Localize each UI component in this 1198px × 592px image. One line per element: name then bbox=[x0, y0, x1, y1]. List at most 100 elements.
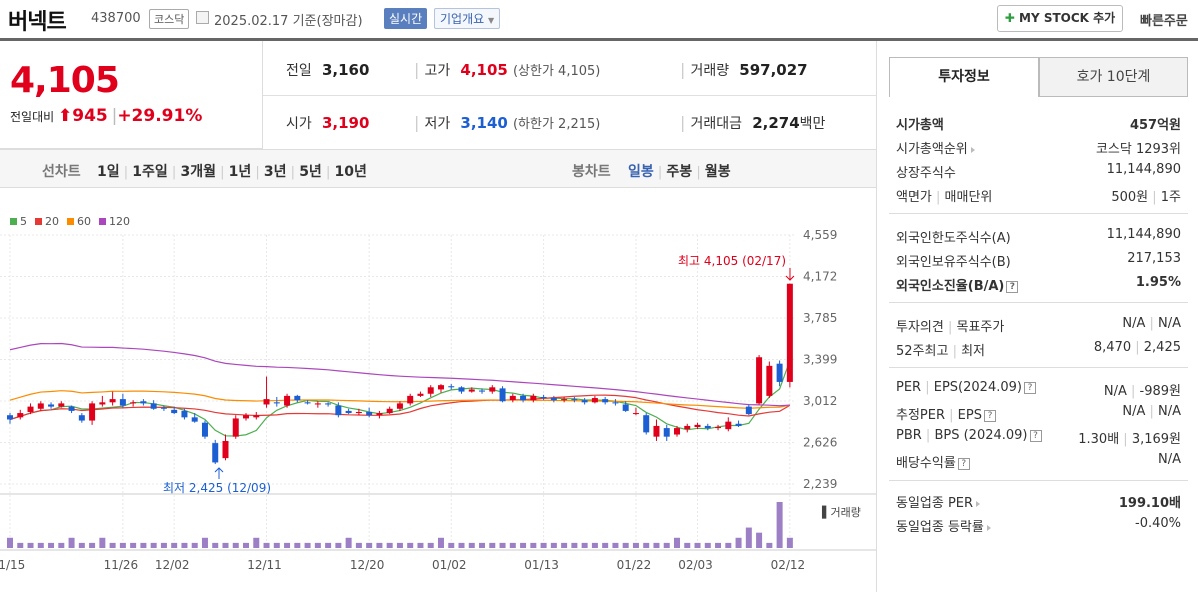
period-tab[interactable]: 1년 bbox=[228, 164, 252, 180]
volume-label: ▌거래량 bbox=[821, 505, 861, 519]
volume-bar bbox=[325, 542, 332, 548]
arrow-icon bbox=[986, 524, 991, 531]
volume-bar bbox=[571, 542, 578, 548]
volume-bar bbox=[448, 542, 455, 548]
period-tab[interactable]: 5년 bbox=[299, 164, 322, 180]
candle-body bbox=[458, 387, 465, 392]
candle-body bbox=[7, 415, 13, 420]
volume-bar bbox=[581, 542, 588, 548]
candle-body bbox=[37, 403, 44, 409]
candle-body bbox=[243, 415, 250, 419]
row-dividend: 배당수익률? N/A bbox=[896, 452, 1181, 471]
row-cap-rank[interactable]: 시가총액순위 코스닥 1293위 bbox=[896, 142, 1181, 157]
volume-bar bbox=[314, 542, 321, 548]
x-tick-label: 02/12 bbox=[771, 558, 806, 572]
base-date: 2025.02.17 기준(장마감) bbox=[214, 14, 363, 29]
period-tab[interactable]: 3개월 bbox=[180, 164, 216, 180]
volume-bar bbox=[489, 542, 496, 548]
row-sector-change[interactable]: 동일업종 등락률 -0.40% bbox=[896, 516, 1181, 535]
volume-bar bbox=[756, 532, 763, 548]
candle-body bbox=[160, 407, 167, 409]
candle-body bbox=[232, 418, 239, 437]
candle-tab[interactable]: 월봉 bbox=[704, 164, 731, 180]
arrow-icon bbox=[970, 146, 975, 153]
candle-body bbox=[263, 399, 270, 405]
calendar-icon bbox=[196, 11, 209, 24]
candle-body bbox=[684, 425, 691, 430]
candle-body bbox=[704, 425, 711, 429]
help-icon[interactable]: ? bbox=[1023, 381, 1036, 394]
candle-body bbox=[325, 403, 332, 405]
add-mystock-button[interactable]: ✚ MY STOCK 추가 bbox=[997, 5, 1123, 32]
candle-body bbox=[715, 427, 722, 429]
help-icon[interactable]: ? bbox=[1029, 429, 1042, 442]
quick-order-link[interactable]: 빠른주문 bbox=[1140, 14, 1188, 29]
volume-bar bbox=[540, 542, 547, 548]
volume-bar bbox=[386, 542, 393, 548]
company-info-dropdown[interactable]: 기업개요 ▼ bbox=[434, 8, 501, 29]
volume-bar bbox=[140, 542, 147, 548]
help-icon[interactable]: ? bbox=[983, 409, 996, 422]
candle-body bbox=[181, 410, 188, 418]
period-tab[interactable]: 1주일 bbox=[132, 164, 168, 180]
candle-body bbox=[130, 402, 137, 404]
candle-body bbox=[355, 411, 362, 414]
candle-body bbox=[407, 395, 414, 404]
volume-bar bbox=[427, 542, 434, 548]
volume-bar bbox=[550, 542, 557, 548]
volume-bar bbox=[745, 527, 752, 548]
volume-bar bbox=[602, 542, 609, 548]
candle-body bbox=[725, 421, 732, 430]
volume-bar bbox=[396, 542, 403, 548]
low-arrow-icon bbox=[214, 467, 224, 479]
row-sector-per[interactable]: 동일업종 PER 199.10배 bbox=[896, 496, 1181, 511]
candle-body bbox=[140, 401, 147, 404]
period-tab[interactable]: 3년 bbox=[263, 164, 287, 180]
volume-bar bbox=[48, 542, 55, 548]
trade-amount: | 거래대금 2,274백만 bbox=[680, 113, 826, 132]
candle-body bbox=[273, 402, 280, 404]
candle-body bbox=[396, 403, 403, 409]
volume-bar bbox=[591, 542, 598, 548]
help-icon[interactable]: ? bbox=[1006, 280, 1019, 293]
help-icon[interactable]: ? bbox=[957, 457, 970, 470]
tab-order-book[interactable]: 호가 10단계 bbox=[1039, 57, 1188, 97]
volume-bar bbox=[643, 542, 650, 548]
candle-tab[interactable]: 주봉 bbox=[666, 164, 693, 180]
volume-bar bbox=[17, 542, 24, 548]
stock-code: 438700 bbox=[91, 11, 141, 26]
volume-bar bbox=[786, 537, 793, 548]
stock-chart[interactable]: 4,559 4,172 3,785 3,399 3,012 2,626 2,239 11/15… bbox=[0, 188, 876, 592]
candle-body bbox=[766, 365, 773, 396]
x-tick-label: 01/13 bbox=[524, 558, 559, 572]
x-tick-label: 12/11 bbox=[247, 558, 282, 572]
volume-bar bbox=[653, 542, 660, 548]
volume-bar bbox=[417, 542, 424, 548]
candle-body bbox=[89, 403, 96, 421]
candle-body bbox=[602, 399, 609, 403]
period-tab[interactable]: 1일 bbox=[97, 164, 120, 180]
tab-investment-info[interactable]: 투자정보 bbox=[889, 57, 1039, 97]
line-chart-label: 선차트 bbox=[42, 164, 81, 180]
ma-line bbox=[9, 342, 790, 407]
row-foreign-limit: 외국인한도주식수(A) 11,144,890 bbox=[896, 227, 1181, 246]
candle-body bbox=[479, 390, 486, 392]
candle-tabs: 일봉 | 주봉 | 월봉 bbox=[628, 164, 731, 180]
candle-body bbox=[366, 411, 373, 416]
candle-body bbox=[27, 406, 34, 412]
candle-body bbox=[571, 399, 578, 401]
period-tab[interactable]: 10년 bbox=[334, 164, 367, 180]
candle-tab[interactable]: 일봉 bbox=[628, 164, 654, 180]
candle-body bbox=[417, 393, 424, 396]
low-price: | 저가 3,140 (하한가 2,215) bbox=[414, 113, 601, 132]
x-tick-label: 11/26 bbox=[104, 558, 139, 572]
volume-bar bbox=[499, 542, 506, 548]
divider bbox=[889, 213, 1188, 214]
volume-bar bbox=[294, 542, 301, 548]
candle-body bbox=[745, 406, 752, 415]
volume-bar bbox=[622, 542, 629, 548]
candle-body bbox=[612, 402, 619, 404]
stock-name: 버넥트 bbox=[8, 10, 67, 35]
realtime-button[interactable]: 실시간 bbox=[384, 8, 428, 29]
current-price: 4,105 bbox=[10, 60, 120, 101]
